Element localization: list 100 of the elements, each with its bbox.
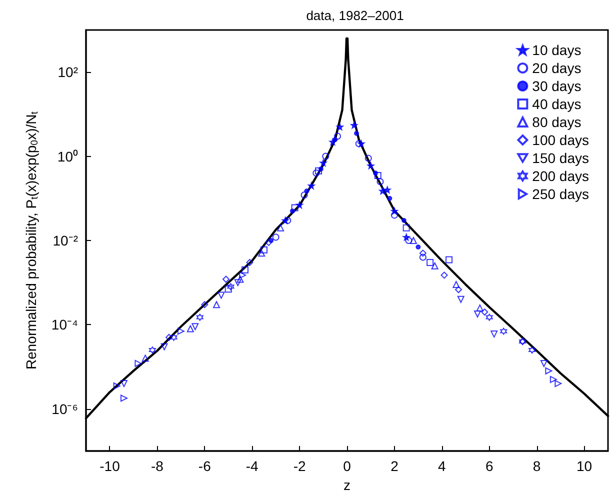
point bbox=[300, 192, 308, 199]
point bbox=[440, 272, 448, 279]
point bbox=[170, 334, 178, 341]
legend-label: 100 days bbox=[532, 132, 590, 148]
point bbox=[315, 167, 322, 174]
point bbox=[379, 187, 386, 194]
point bbox=[265, 238, 272, 246]
point bbox=[142, 354, 149, 362]
point bbox=[550, 376, 557, 383]
point bbox=[201, 301, 208, 308]
point bbox=[320, 159, 327, 166]
legend-label: 40 days bbox=[532, 96, 582, 112]
point bbox=[402, 224, 410, 232]
point bbox=[374, 172, 382, 179]
point bbox=[476, 304, 484, 312]
legend-label: 10 days bbox=[532, 42, 582, 58]
chart-title: data, 1982–2001 bbox=[306, 8, 404, 23]
point bbox=[120, 380, 128, 388]
point bbox=[431, 262, 438, 270]
x-tick-label: -6 bbox=[198, 458, 212, 474]
point bbox=[308, 182, 315, 190]
point bbox=[120, 394, 128, 402]
point bbox=[186, 325, 194, 332]
point bbox=[387, 196, 392, 201]
point bbox=[410, 237, 417, 244]
point bbox=[376, 178, 384, 186]
point bbox=[277, 224, 284, 232]
point bbox=[416, 244, 421, 250]
point bbox=[500, 328, 508, 335]
point bbox=[554, 380, 562, 388]
point bbox=[227, 283, 234, 290]
legend-label: 30 days bbox=[532, 78, 582, 94]
x-axis-title: z bbox=[344, 476, 350, 493]
x-tick-label: -2 bbox=[293, 458, 306, 474]
point bbox=[446, 256, 453, 264]
x-tick-label: -10 bbox=[100, 458, 120, 474]
point bbox=[258, 250, 266, 257]
point bbox=[148, 346, 156, 354]
point bbox=[336, 123, 344, 130]
legend-label: 80 days bbox=[532, 114, 582, 130]
point bbox=[236, 276, 244, 283]
x-tick-label: 0 bbox=[343, 458, 352, 474]
point bbox=[113, 382, 120, 390]
point bbox=[419, 254, 426, 261]
point bbox=[457, 296, 464, 303]
point bbox=[222, 276, 230, 283]
point bbox=[540, 360, 548, 367]
point bbox=[166, 334, 173, 341]
point bbox=[426, 259, 434, 266]
point bbox=[354, 130, 359, 136]
point bbox=[528, 346, 536, 354]
point bbox=[218, 292, 225, 299]
y-tick-label: 10⁻⁶ bbox=[52, 400, 78, 417]
point bbox=[134, 360, 142, 367]
point bbox=[419, 250, 426, 257]
point bbox=[545, 367, 552, 374]
x-tick-label: 6 bbox=[485, 458, 494, 474]
point bbox=[312, 170, 320, 177]
point bbox=[455, 286, 462, 294]
point bbox=[260, 246, 268, 254]
x-tick-label: 2 bbox=[390, 458, 399, 474]
legend-label: 250 days bbox=[532, 186, 590, 202]
point bbox=[239, 272, 246, 279]
point bbox=[304, 188, 310, 194]
point bbox=[196, 314, 204, 321]
point bbox=[405, 237, 412, 244]
x-tick-label: 4 bbox=[438, 458, 446, 474]
y-tick-label: 10⁻⁴ bbox=[51, 316, 78, 333]
y-tick-label: 10⁻² bbox=[52, 232, 78, 248]
point bbox=[384, 186, 391, 194]
y-tick-label: 10² bbox=[58, 64, 78, 80]
point bbox=[334, 132, 342, 140]
point bbox=[224, 286, 232, 293]
x-tick-label: -4 bbox=[246, 458, 259, 474]
legend-label: 200 days bbox=[532, 168, 590, 184]
point bbox=[241, 266, 248, 274]
point bbox=[177, 328, 184, 335]
point bbox=[246, 259, 254, 266]
point bbox=[364, 154, 372, 162]
point bbox=[234, 279, 242, 286]
legend-label: 20 days bbox=[532, 60, 582, 76]
legend-label: 150 days bbox=[532, 150, 590, 166]
point bbox=[486, 314, 493, 321]
point bbox=[474, 310, 481, 318]
point bbox=[452, 281, 460, 288]
point bbox=[272, 234, 280, 241]
x-tick-label: 8 bbox=[532, 458, 541, 474]
point bbox=[355, 140, 362, 148]
point bbox=[322, 152, 330, 160]
y-axis-title: Renormalized probability, Pt(x)exp(p0x)/Nt bbox=[22, 111, 40, 370]
point bbox=[192, 323, 199, 330]
point bbox=[350, 122, 358, 129]
x-tick-label: 10 bbox=[576, 458, 592, 474]
x-tick-label: -8 bbox=[150, 458, 164, 474]
point bbox=[291, 204, 298, 212]
point bbox=[401, 218, 406, 223]
point bbox=[367, 162, 374, 170]
point bbox=[481, 308, 488, 316]
point bbox=[390, 212, 398, 219]
point bbox=[284, 216, 292, 224]
